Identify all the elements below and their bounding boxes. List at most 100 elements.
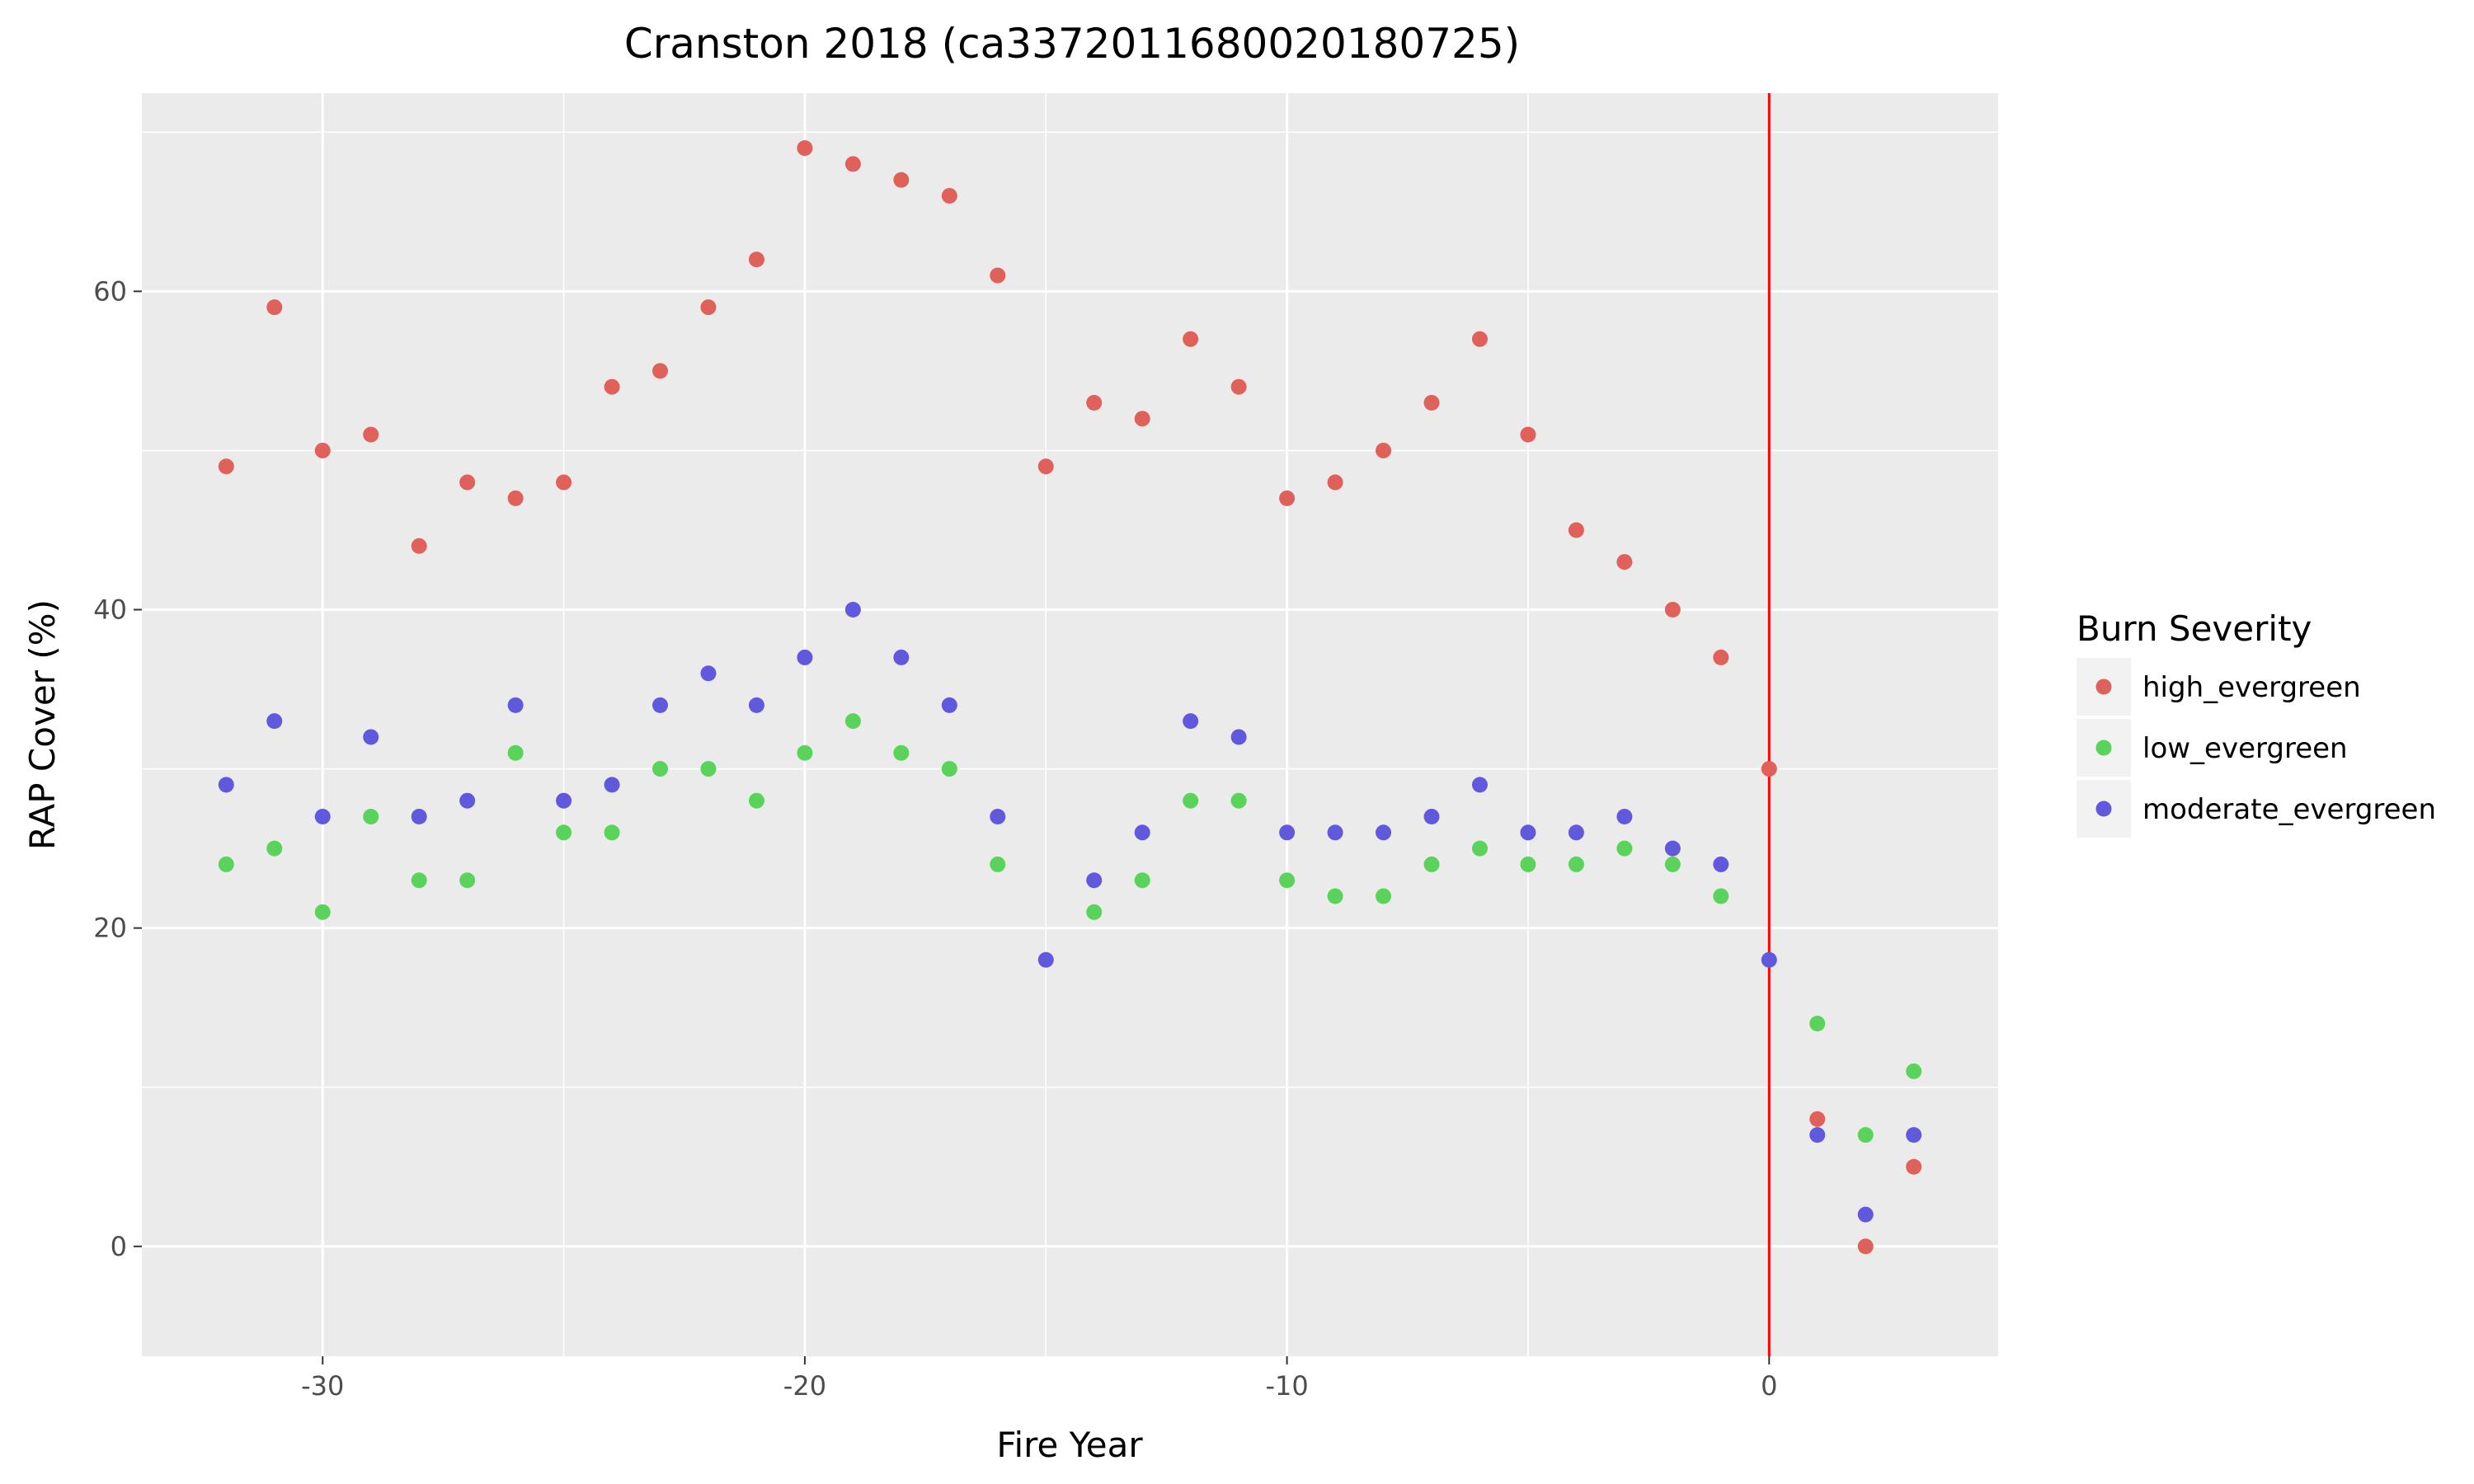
data-point-high-evergreen <box>1423 395 1440 411</box>
data-point-high-evergreen <box>1183 331 1199 347</box>
x-tick-label: 0 <box>1761 1370 1777 1402</box>
data-point-moderate-evergreen <box>1327 824 1343 841</box>
data-point-moderate-evergreen <box>700 665 717 682</box>
legend-key <box>2077 719 2131 777</box>
chart-title: Cranston 2018 (ca3372011680020180725) <box>624 20 1520 68</box>
data-point-moderate-evergreen <box>990 808 1006 824</box>
data-point-low-evergreen <box>1327 888 1343 904</box>
data-point-high-evergreen <box>990 267 1006 284</box>
data-point-high-evergreen <box>1520 426 1536 443</box>
data-points <box>218 140 1922 1255</box>
data-point-moderate-evergreen <box>1906 1127 1922 1144</box>
data-point-low-evergreen <box>1086 904 1103 920</box>
minor-gridlines <box>142 93 1998 1356</box>
data-point-moderate-evergreen <box>411 808 427 824</box>
data-point-high-evergreen <box>266 299 283 316</box>
legend-label: low_evergreen <box>2142 732 2348 765</box>
data-point-low-evergreen <box>1471 840 1488 857</box>
data-point-moderate-evergreen <box>1616 808 1633 824</box>
x-axis-title: Fire Year <box>996 1425 1143 1465</box>
data-point-high-evergreen <box>1230 378 1247 395</box>
y-tick-label: 0 <box>111 1231 127 1262</box>
data-point-low-evergreen <box>507 744 524 761</box>
data-point-high-evergreen <box>314 442 331 458</box>
data-point-low-evergreen <box>990 856 1006 872</box>
data-point-moderate-evergreen <box>1568 824 1584 841</box>
data-point-moderate-evergreen <box>844 602 861 618</box>
data-point-moderate-evergreen <box>556 792 572 809</box>
data-point-low-evergreen <box>652 761 669 777</box>
data-point-high-evergreen <box>1906 1158 1922 1175</box>
data-point-high-evergreen <box>363 426 379 443</box>
data-point-moderate-evergreen <box>1134 824 1150 841</box>
data-point-high-evergreen <box>1616 554 1633 571</box>
data-point-low-evergreen <box>1230 792 1247 809</box>
data-point-high-evergreen <box>218 458 234 475</box>
data-point-low-evergreen <box>700 761 717 777</box>
data-point-moderate-evergreen <box>1809 1127 1826 1144</box>
data-point-high-evergreen <box>1086 395 1103 411</box>
data-point-low-evergreen <box>1857 1127 1874 1144</box>
legend-items: high_evergreen low_evergreen moderate_ever… <box>2077 658 2436 838</box>
data-point-moderate-evergreen <box>748 697 764 713</box>
data-point-high-evergreen <box>507 490 524 506</box>
legend-key <box>2077 658 2131 716</box>
data-point-moderate-evergreen <box>1086 872 1103 889</box>
data-point-low-evergreen <box>748 792 764 809</box>
data-point-moderate-evergreen <box>604 777 620 793</box>
data-point-moderate-evergreen <box>941 697 957 713</box>
data-point-moderate-evergreen <box>1761 951 1777 968</box>
data-point-high-evergreen <box>652 363 669 379</box>
data-point-high-evergreen <box>1376 442 1392 458</box>
y-axis-title: RAP Cover (%) <box>22 599 63 850</box>
data-point-high-evergreen <box>556 474 572 491</box>
data-point-low-evergreen <box>1664 856 1681 872</box>
data-point-high-evergreen <box>1713 649 1729 665</box>
data-point-low-evergreen <box>844 713 861 730</box>
data-point-low-evergreen <box>314 904 331 920</box>
data-point-high-evergreen <box>604 378 620 395</box>
data-point-moderate-evergreen <box>1279 824 1296 841</box>
data-point-high-evergreen <box>1037 458 1054 475</box>
data-point-moderate-evergreen <box>218 777 234 793</box>
data-point-low-evergreen <box>459 872 476 889</box>
legend-swatch <box>2095 679 2112 695</box>
data-point-low-evergreen <box>893 744 910 761</box>
legend-label: moderate_evergreen <box>2142 793 2436 826</box>
data-point-moderate-evergreen <box>1713 856 1729 872</box>
data-point-low-evergreen <box>266 840 283 857</box>
data-point-high-evergreen <box>1568 522 1584 538</box>
data-point-moderate-evergreen <box>314 808 331 824</box>
y-tick-label: 40 <box>93 594 127 626</box>
legend-title: Burn Severity <box>2077 608 2312 649</box>
data-point-low-evergreen <box>1279 872 1296 889</box>
data-point-high-evergreen <box>797 140 813 157</box>
x-axis-ticks: -30 -20 -10 0 <box>301 1356 1777 1402</box>
data-point-high-evergreen <box>893 171 910 188</box>
data-point-high-evergreen <box>748 251 764 268</box>
data-point-low-evergreen <box>1376 888 1392 904</box>
data-point-low-evergreen <box>1520 856 1536 872</box>
data-point-high-evergreen <box>1809 1111 1826 1127</box>
data-point-moderate-evergreen <box>1471 777 1488 793</box>
legend-swatch <box>2095 801 2112 817</box>
data-point-moderate-evergreen <box>459 792 476 809</box>
data-point-moderate-evergreen <box>1183 713 1199 730</box>
data-point-moderate-evergreen <box>1037 951 1054 968</box>
data-point-high-evergreen <box>941 188 957 204</box>
data-point-high-evergreen <box>1471 331 1488 347</box>
data-point-moderate-evergreen <box>363 729 379 745</box>
plot-panel <box>142 93 1998 1356</box>
legend-swatch <box>2095 740 2112 756</box>
data-point-moderate-evergreen <box>1857 1206 1874 1223</box>
data-point-moderate-evergreen <box>1664 840 1681 857</box>
data-point-low-evergreen <box>363 808 379 824</box>
data-point-moderate-evergreen <box>1520 824 1536 841</box>
x-tick-label: -10 <box>1265 1370 1308 1402</box>
data-point-high-evergreen <box>844 156 861 172</box>
data-point-moderate-evergreen <box>797 649 813 665</box>
data-point-high-evergreen <box>1279 490 1296 506</box>
data-point-low-evergreen <box>411 872 427 889</box>
data-point-high-evergreen <box>1327 474 1343 491</box>
